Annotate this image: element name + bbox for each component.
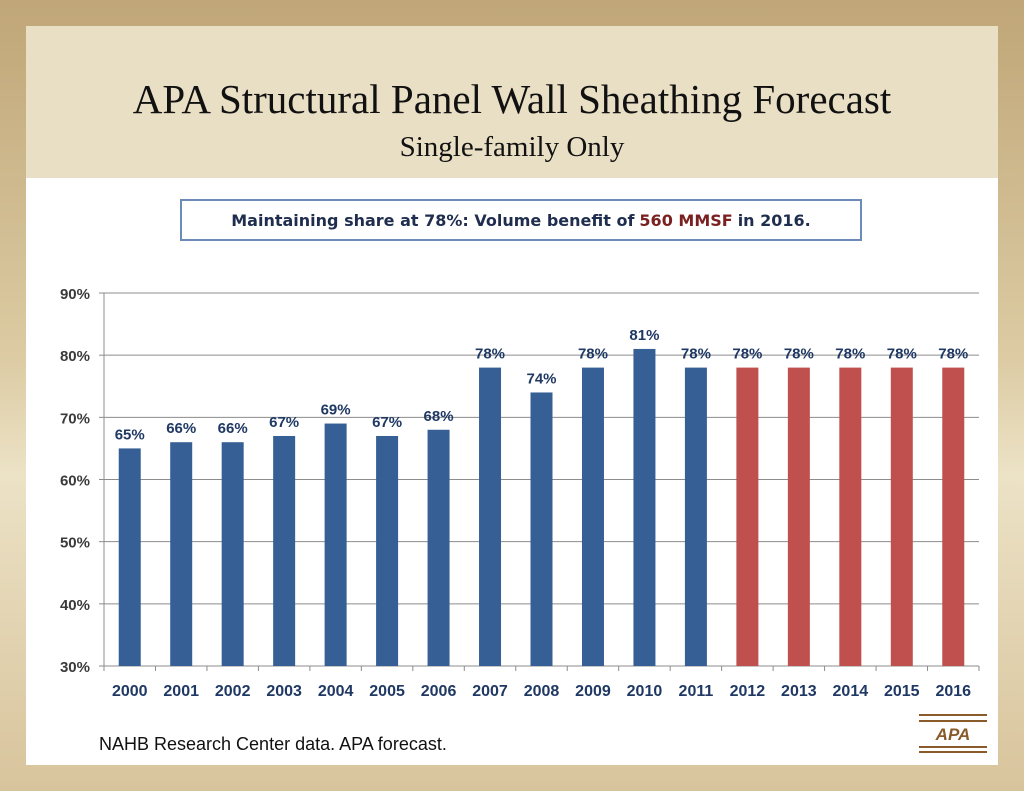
bar-2006 bbox=[427, 429, 450, 666]
data-label-2007: 78% bbox=[475, 346, 505, 363]
x-tick-label: 2007 bbox=[472, 683, 508, 700]
data-label-2014: 78% bbox=[835, 346, 865, 363]
bar-2016 bbox=[942, 367, 965, 666]
data-label-2002: 66% bbox=[218, 420, 248, 437]
bar-2000 bbox=[118, 448, 141, 666]
page-subtitle: Single-family Only bbox=[399, 131, 625, 163]
bar-2007 bbox=[479, 367, 502, 666]
callout-text-before: Maintaining share at 78%: Volume benefit… bbox=[231, 210, 635, 230]
data-label-2013: 78% bbox=[784, 346, 814, 363]
y-tick-label: 60% bbox=[60, 473, 90, 490]
x-tick-label: 2000 bbox=[112, 683, 148, 700]
bar-2013 bbox=[787, 367, 810, 666]
page-title: APA Structural Panel Wall Sheathing Fore… bbox=[132, 76, 892, 122]
x-tick-label: 2005 bbox=[369, 683, 405, 700]
y-tick-label: 80% bbox=[60, 348, 90, 365]
bar-2011 bbox=[684, 367, 707, 666]
y-tick-label: 40% bbox=[60, 597, 90, 614]
bar-2010 bbox=[633, 348, 656, 666]
callout-text-after: in 2016. bbox=[737, 210, 811, 230]
data-label-2006: 68% bbox=[424, 408, 454, 425]
bar-2004 bbox=[324, 423, 347, 666]
data-label-2009: 78% bbox=[578, 346, 608, 363]
callout-highlight: 560 MMSF bbox=[639, 210, 733, 230]
y-tick-label: 90% bbox=[60, 286, 90, 303]
x-tick-label: 2003 bbox=[266, 683, 302, 700]
x-tick-label: 2002 bbox=[215, 683, 251, 700]
bar-2002 bbox=[221, 442, 244, 666]
x-tick-label: 2015 bbox=[884, 683, 920, 700]
data-label-2016: 78% bbox=[938, 346, 968, 363]
x-tick-label: 2012 bbox=[730, 683, 766, 700]
bar-2014 bbox=[839, 367, 862, 666]
bar-2001 bbox=[170, 442, 193, 666]
data-label-2015: 78% bbox=[887, 346, 917, 363]
data-label-2000: 65% bbox=[115, 426, 145, 443]
x-tick-label: 2008 bbox=[524, 683, 560, 700]
data-label-2011: 78% bbox=[681, 346, 711, 363]
callout-box: Maintaining share at 78%: Volume benefit… bbox=[180, 199, 862, 241]
footer-note: NAHB Research Center data. APA forecast. bbox=[99, 734, 447, 754]
bar-2003 bbox=[273, 435, 296, 666]
y-tick-label: 70% bbox=[60, 410, 90, 427]
y-tick-label: 30% bbox=[60, 659, 90, 676]
x-tick-label: 2010 bbox=[627, 683, 663, 700]
bar-2005 bbox=[376, 435, 399, 666]
apa-logo-text: APA bbox=[935, 725, 971, 744]
bar-2015 bbox=[890, 367, 913, 666]
x-tick-label: 2009 bbox=[575, 683, 611, 700]
axes: 30% 40% 50% 60% 70% 80% 90% 2000 2001 2002 2003 200… bbox=[60, 286, 980, 700]
title-band: APA Structural Panel Wall Sheathing Fore… bbox=[26, 26, 998, 178]
data-label-2004: 69% bbox=[321, 402, 351, 419]
x-tick-label: 2013 bbox=[781, 683, 817, 700]
bar-2009 bbox=[581, 367, 604, 666]
data-label-2005: 67% bbox=[372, 414, 402, 431]
y-tick-label: 50% bbox=[60, 535, 90, 552]
bar-2008 bbox=[530, 392, 553, 666]
x-tick-label: 2001 bbox=[163, 683, 199, 700]
x-tick-label: 2006 bbox=[421, 683, 457, 700]
apa-logo: APA bbox=[919, 714, 987, 753]
bars bbox=[118, 348, 965, 666]
data-label-2012: 78% bbox=[732, 346, 762, 363]
data-label-2010: 81% bbox=[629, 327, 659, 344]
data-label-2001: 66% bbox=[166, 420, 196, 437]
x-tick-label: 2014 bbox=[833, 683, 869, 700]
x-tick-label: 2011 bbox=[679, 683, 714, 700]
data-labels: 65% 66% 66% 67% 69% 67% 68% 78% 74% 78% 81% 78% 78% 7… bbox=[115, 327, 969, 443]
bar-2012 bbox=[736, 367, 759, 666]
x-tick-label: 2016 bbox=[935, 683, 971, 700]
data-label-2003: 67% bbox=[269, 414, 299, 431]
x-tick-label: 2004 bbox=[318, 683, 354, 700]
data-label-2008: 74% bbox=[526, 370, 556, 387]
